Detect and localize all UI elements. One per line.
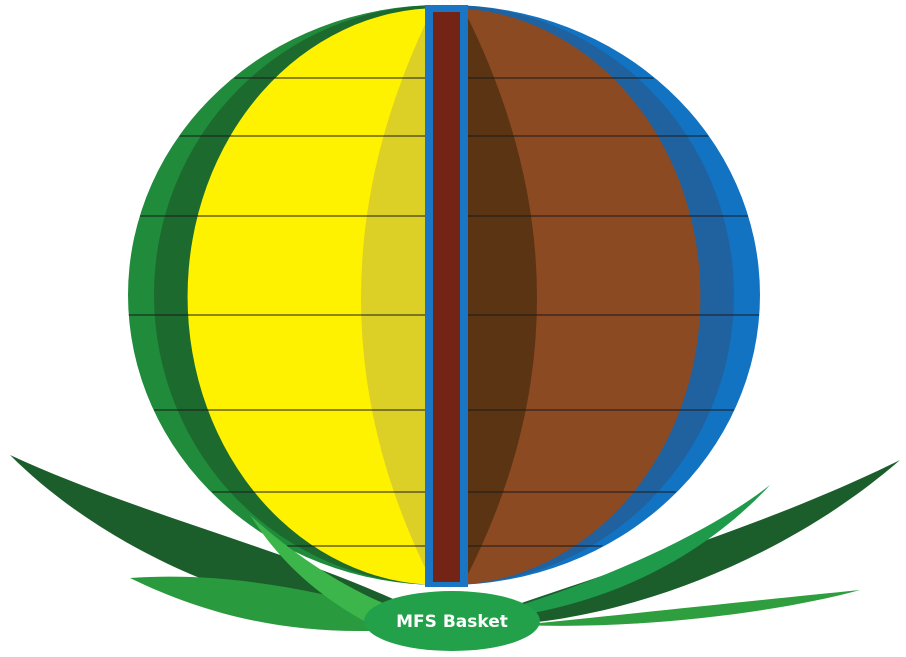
globe-left-shade bbox=[361, 10, 432, 582]
logo-label: MFS Basket bbox=[396, 612, 508, 632]
rod bbox=[433, 12, 460, 582]
label-badge bbox=[364, 591, 540, 651]
globe-left-inner bbox=[187, 8, 440, 585]
globe-right-shade bbox=[464, 10, 537, 582]
leaf bbox=[520, 590, 860, 626]
